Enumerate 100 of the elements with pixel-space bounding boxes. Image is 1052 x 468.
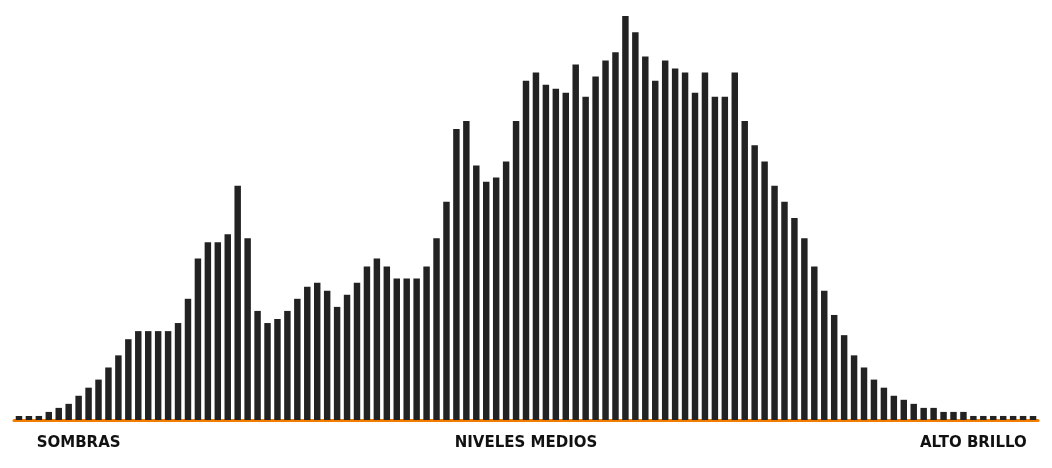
bar [572, 64, 579, 420]
bar [214, 242, 222, 420]
bar [373, 258, 381, 420]
bar [801, 238, 808, 420]
bar [154, 331, 162, 420]
bar [950, 411, 957, 420]
bar [174, 323, 182, 420]
bar [999, 415, 1007, 420]
x-tick-label: NIVELES MEDIOS [454, 432, 598, 451]
bar [840, 335, 848, 420]
bar [691, 92, 699, 420]
x-tick-label: SOMBRAS [36, 432, 121, 451]
bar [284, 310, 291, 420]
bar [463, 121, 470, 420]
bar [562, 92, 569, 420]
bar [711, 96, 719, 420]
bar [512, 121, 520, 420]
bar [294, 298, 301, 420]
bar [403, 278, 410, 420]
bar [652, 80, 659, 420]
bar [900, 399, 908, 420]
bar [234, 185, 241, 420]
bar [830, 314, 838, 420]
bar [741, 121, 748, 420]
bar [423, 266, 430, 420]
bar [125, 339, 132, 420]
bar [920, 407, 927, 420]
bar [25, 415, 33, 420]
bar [443, 201, 450, 420]
bar [1009, 415, 1017, 420]
bar [671, 68, 679, 420]
bar [970, 415, 977, 420]
bar [890, 395, 898, 420]
bar [731, 72, 739, 420]
bar [75, 395, 82, 420]
bar [323, 290, 331, 420]
bar [910, 403, 917, 420]
bar [681, 72, 689, 420]
bar [552, 88, 560, 420]
bar [701, 72, 709, 420]
bar [532, 72, 540, 420]
bar [483, 181, 490, 420]
bar [1019, 415, 1027, 420]
bar [65, 403, 72, 420]
bar [313, 282, 321, 420]
bar [522, 80, 530, 420]
bar [115, 355, 122, 420]
bar [304, 286, 311, 420]
bar [15, 415, 23, 420]
bar [592, 76, 599, 420]
bar [393, 278, 400, 420]
bar [453, 129, 460, 420]
bar [55, 407, 62, 420]
bar [413, 278, 420, 420]
bar [821, 290, 828, 420]
bar [492, 177, 500, 420]
bar [244, 238, 251, 420]
bar [363, 266, 371, 420]
bar [960, 411, 967, 420]
bar [264, 323, 271, 420]
bar [184, 298, 192, 420]
bar [622, 16, 629, 420]
bar [791, 218, 798, 420]
bar [433, 238, 440, 420]
bar [35, 415, 43, 420]
bar [254, 310, 261, 420]
bar [343, 294, 351, 420]
bar [751, 145, 758, 420]
bar [45, 411, 53, 420]
bar [930, 407, 937, 420]
bar [105, 367, 112, 420]
bar [602, 60, 609, 420]
bar [880, 387, 888, 420]
bar [990, 415, 997, 420]
bar [135, 331, 142, 420]
bar [333, 306, 341, 420]
bar [144, 331, 152, 420]
bar [612, 52, 619, 420]
bar [383, 266, 391, 420]
bar [502, 161, 510, 420]
bar [771, 185, 778, 420]
bar [95, 379, 102, 420]
bar [661, 60, 669, 420]
bar [811, 266, 818, 420]
bar [642, 56, 649, 420]
bar [980, 415, 987, 420]
bar [353, 282, 361, 420]
bar [542, 84, 550, 420]
bar [164, 331, 172, 420]
bar [721, 96, 729, 420]
bar [632, 32, 639, 420]
bar [204, 242, 212, 420]
bar [870, 379, 878, 420]
bar [582, 96, 589, 420]
bar [85, 387, 92, 420]
bar [781, 201, 788, 420]
bar [860, 367, 868, 420]
bar [850, 355, 858, 420]
x-tick-label: ALTO BRILLO [919, 432, 1027, 451]
bar [940, 411, 947, 420]
